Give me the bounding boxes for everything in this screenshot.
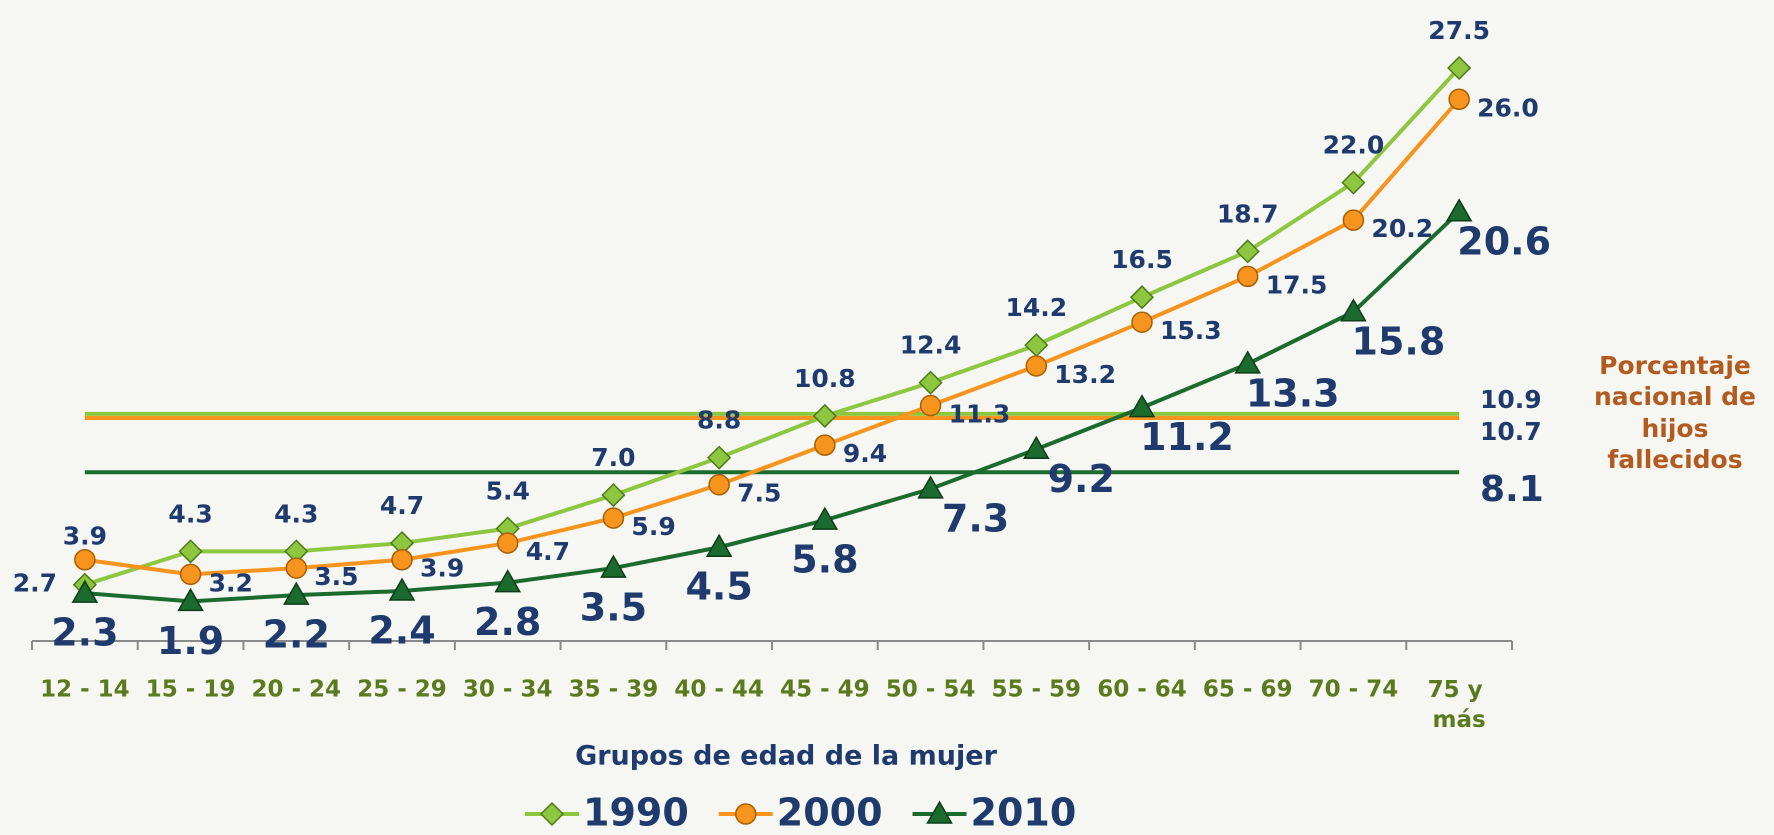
x-tick-label-line: más: [1433, 707, 1486, 733]
x-tick-label: 60 - 64: [1097, 677, 1187, 703]
data-label: 7.0: [591, 443, 635, 472]
data-label: 3.5: [314, 562, 358, 591]
data-label: 4.3: [274, 499, 318, 528]
data-label: 20.2: [1371, 214, 1433, 243]
data-label: 11.2: [1140, 415, 1234, 459]
x-tick-label: 30 - 34: [463, 677, 553, 703]
marker: [709, 475, 729, 495]
data-label: 18.7: [1217, 199, 1279, 228]
marker: [603, 508, 623, 528]
data-label: 27.5: [1428, 16, 1490, 45]
marker: [1238, 266, 1258, 286]
data-label: 5.9: [631, 512, 675, 541]
marker: [1449, 89, 1469, 109]
marker: [181, 564, 201, 584]
reference-label: 10.9: [1480, 385, 1542, 414]
data-label: 2.3: [51, 611, 118, 655]
data-label: 7.3: [942, 496, 1009, 540]
annotation: Porcentaje nacional de hijos fallecidos: [1580, 350, 1770, 475]
data-label: 4.7: [526, 537, 570, 566]
data-label: 13.2: [1054, 360, 1116, 389]
data-label: 3.5: [580, 586, 647, 630]
data-label: 20.6: [1457, 219, 1551, 263]
marker: [75, 550, 95, 570]
data-label: 2.4: [368, 608, 435, 652]
marker: [1132, 312, 1152, 332]
x-tick-label: 15 - 19: [146, 677, 236, 703]
x-tick-label-line: 75 y: [1428, 677, 1491, 703]
x-tick-label: 70 - 74: [1309, 677, 1399, 703]
data-label: 9.2: [1048, 457, 1115, 501]
data-label: 15.3: [1160, 316, 1222, 345]
x-tick-label: 55 - 59: [991, 677, 1081, 703]
data-label: 16.5: [1111, 245, 1173, 274]
legend-label: 2000: [777, 791, 883, 835]
data-label: 4.5: [685, 565, 752, 609]
reference-label: 8.1: [1480, 469, 1544, 510]
marker: [498, 533, 518, 553]
data-label: 5.8: [791, 538, 858, 582]
x-tick-label: 35 - 39: [569, 677, 659, 703]
data-label: 2.8: [474, 600, 541, 644]
marker: [286, 558, 306, 578]
data-label: 15.8: [1352, 319, 1446, 363]
data-label: 4.7: [380, 491, 424, 520]
x-tick-label: 45 - 49: [780, 677, 870, 703]
x-tick-label: 40 - 44: [674, 677, 764, 703]
data-label: 2.2: [263, 613, 330, 657]
marker: [815, 435, 835, 455]
x-axis-title: Grupos de edad de la mujer: [575, 741, 998, 772]
data-label: 7.5: [737, 479, 781, 508]
x-tick-label: 20 - 24: [251, 677, 341, 703]
data-label: 3.2: [209, 568, 253, 597]
data-label: 3.9: [420, 554, 464, 583]
data-label: 3.9: [63, 522, 107, 551]
marker: [921, 396, 941, 416]
marker: [392, 550, 412, 570]
data-label: 8.8: [697, 406, 741, 435]
data-label: 13.3: [1246, 371, 1340, 415]
data-label: 22.0: [1323, 131, 1385, 160]
annotation-box: Porcentaje nacional de hijos fallecidos: [1580, 350, 1770, 530]
x-tick-label: 65 - 69: [1203, 677, 1293, 703]
data-label: 26.0: [1477, 93, 1539, 122]
x-tick-label: 50 - 54: [886, 677, 976, 703]
data-label: 12.4: [900, 331, 962, 360]
data-label: 5.4: [486, 476, 530, 505]
legend-marker: [736, 804, 756, 824]
x-tick-label: 25 - 29: [357, 677, 447, 703]
x-tick-label: 12 - 14: [40, 677, 130, 703]
data-label: 10.8: [794, 364, 856, 393]
data-label: 14.2: [1005, 293, 1067, 322]
marker: [1026, 356, 1046, 376]
marker: [1343, 210, 1363, 230]
data-label: 4.3: [168, 499, 212, 528]
chart: Grupos de edad de la mujer Porcentaje na…: [0, 0, 1774, 835]
data-label: 17.5: [1266, 270, 1328, 299]
data-label: 1.9: [157, 619, 224, 663]
data-label: 11.3: [949, 400, 1011, 429]
legend-label: 1990: [583, 791, 689, 835]
reference-label: 10.7: [1480, 417, 1542, 446]
legend-label: 2010: [971, 791, 1077, 835]
data-label: 2.7: [13, 569, 57, 598]
data-label: 9.4: [843, 439, 887, 468]
